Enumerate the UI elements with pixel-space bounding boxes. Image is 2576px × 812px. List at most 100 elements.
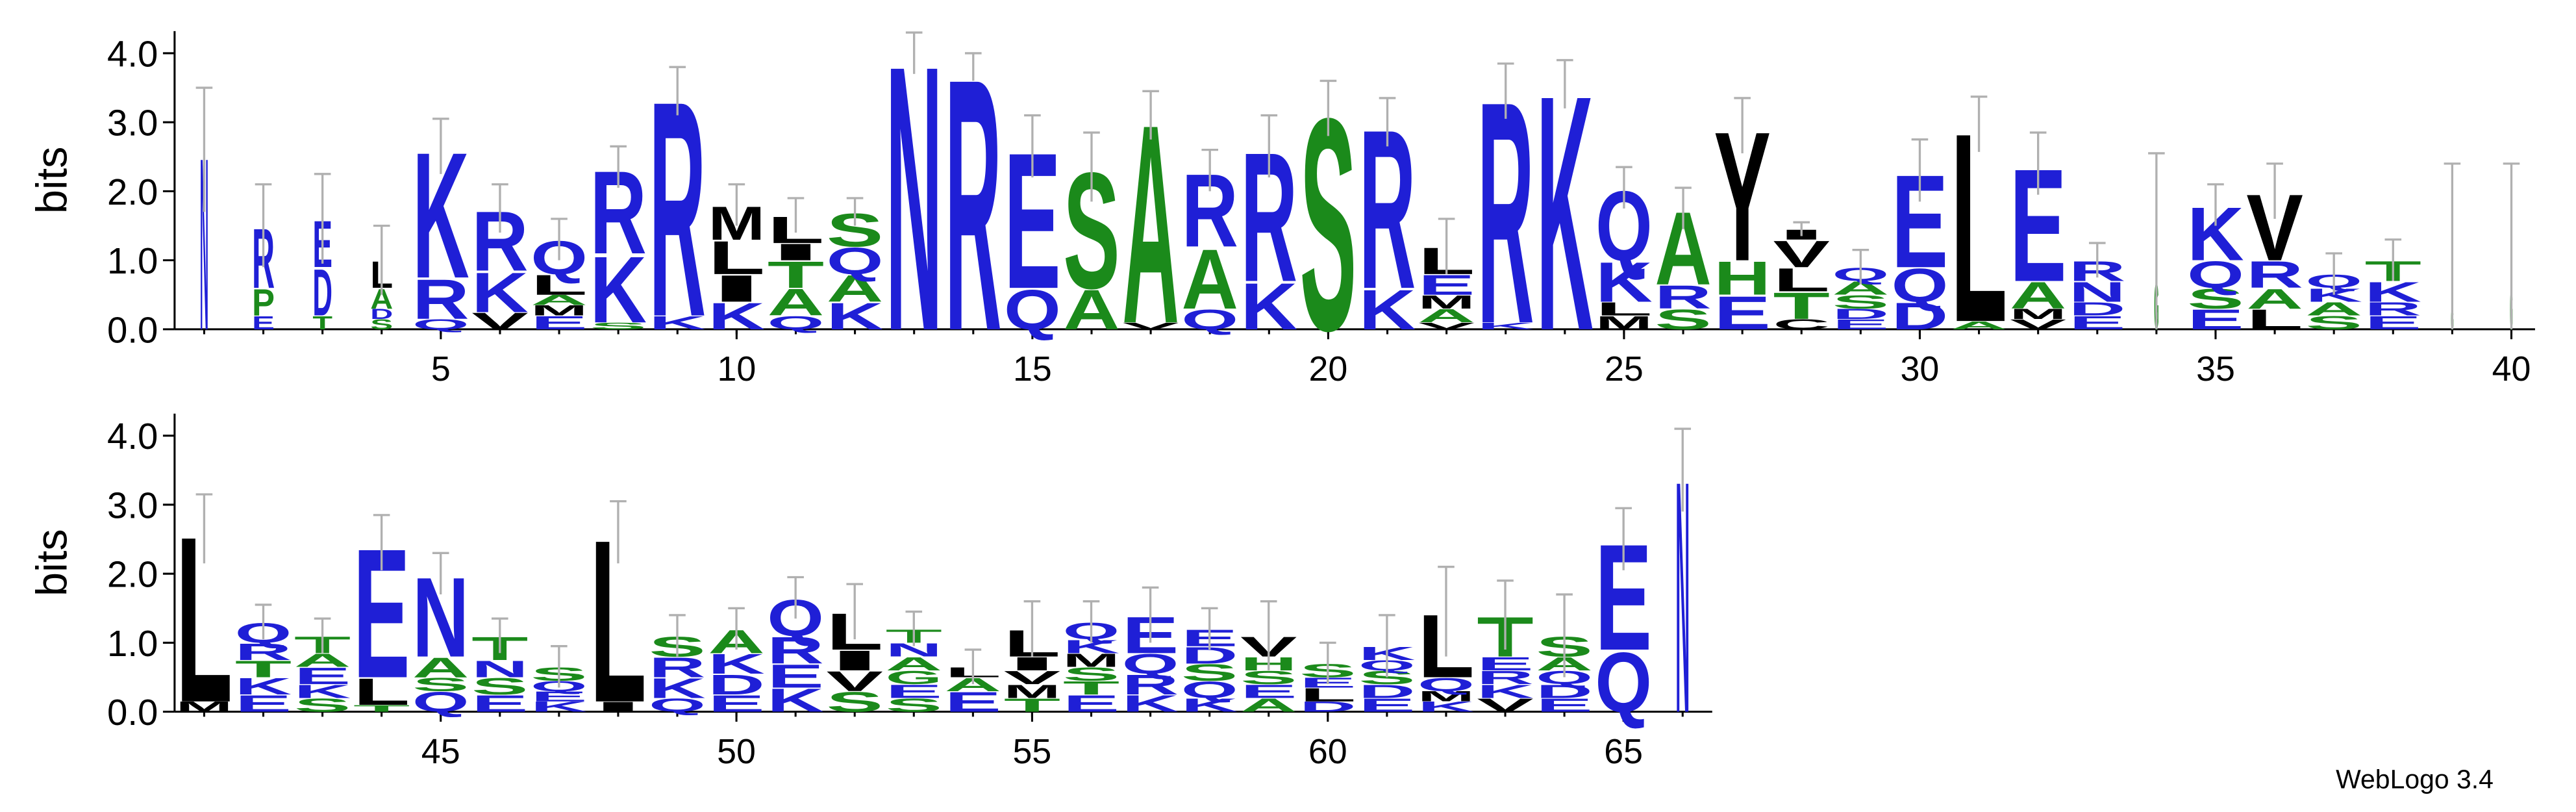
logo-letter: E [531, 312, 587, 333]
logo-letter: K [708, 648, 765, 680]
y-tick-label: 4.0 [107, 416, 158, 457]
logo-letter: S [2305, 312, 2362, 333]
logo-letter: S [412, 674, 469, 695]
logo-letter: K [1181, 694, 1238, 716]
error-bar [491, 617, 508, 653]
error-bar [610, 145, 627, 188]
error-bar [551, 645, 568, 688]
error-bar [1438, 565, 1455, 657]
logo-letter: K [1122, 691, 1179, 717]
logo-letter: Q [2187, 253, 2244, 296]
logo-letter: E [886, 681, 942, 702]
logo-letter: L [531, 270, 587, 301]
logo-letter: Q [827, 240, 883, 283]
error-bar [195, 86, 213, 212]
logo-letter: V [1004, 667, 1063, 689]
logo-letter: E [2069, 312, 2125, 333]
logo-letter: E [1063, 691, 1119, 717]
logo-letter: E [1714, 286, 1770, 339]
error-bar [314, 173, 331, 264]
logo-letter: E [252, 312, 275, 333]
logo-letter: K [649, 672, 706, 704]
logo-letter: V [2010, 317, 2067, 333]
logo-letter: R [1655, 278, 1711, 316]
logo-letter: R [649, 652, 706, 683]
error-bar [1082, 600, 1100, 643]
logo-letter: Q [1181, 677, 1238, 703]
logo-letter: A [412, 652, 469, 683]
logo-letter: D [2069, 298, 2125, 320]
logo-letter: K [649, 312, 707, 333]
x-tick-label: 65 [1604, 732, 1643, 771]
error-bar [1911, 138, 1929, 202]
logo-letter: K [531, 699, 587, 715]
logo-letter: A [768, 281, 824, 324]
x-tick-label: 60 [1308, 732, 1347, 771]
logo-letter: E [708, 691, 764, 717]
logo-letter: R [1122, 669, 1179, 701]
logo-letter: V [1477, 694, 1536, 716]
logo-letter: E [1358, 694, 1415, 716]
logo-letter: T [768, 253, 824, 296]
logo-letter: Q [412, 687, 469, 718]
logo-letter: R [1477, 667, 1534, 689]
logo-letter: S [827, 687, 883, 718]
logo-letter: M [1004, 681, 1060, 702]
logo-letter: E [235, 691, 292, 717]
error-bar [432, 552, 449, 595]
logo-letter: E [471, 691, 528, 717]
x-tick-label: 25 [1605, 349, 1644, 388]
error-bar [1379, 614, 1395, 678]
error-bar [1260, 114, 1278, 178]
error-bar [1142, 90, 1159, 140]
error-bar [2029, 131, 2047, 195]
logo-letter: Q [412, 317, 469, 333]
y-axis-label: bits [28, 147, 76, 214]
logo-letter: V [1773, 233, 1830, 275]
error-bar [1142, 586, 1159, 643]
error-bar [1970, 95, 1988, 152]
logo-letter: R [2365, 298, 2422, 320]
logo-letter: L [708, 231, 765, 284]
logo-letter: A [1181, 232, 1238, 327]
logo-letter: K [767, 681, 823, 719]
logo-letter: V [827, 666, 884, 698]
x-tick-label: 10 [717, 349, 756, 388]
logo-letter: A [1951, 319, 2008, 332]
logo-letter: Q [1892, 259, 1948, 312]
error-bar [1557, 58, 1573, 108]
logo-letter: A [294, 650, 351, 671]
error-bar [1083, 131, 1100, 202]
logo-letter: E [1240, 681, 1297, 702]
logo-letter: A [1063, 278, 1119, 342]
logo-letter: K [235, 674, 292, 700]
x-tick-label: 45 [421, 732, 460, 771]
error-bar [610, 500, 627, 564]
logo-letter: I [590, 699, 646, 715]
error-bar [1852, 249, 1869, 285]
logo-letter: K [1418, 699, 1474, 715]
logo-letter: E [945, 687, 1001, 718]
logo-letter: A [1418, 305, 1475, 327]
x-tick-label: 20 [1309, 349, 1348, 388]
error-bar [1674, 427, 1692, 512]
logo-letter: S [1240, 667, 1297, 689]
error-bar [255, 603, 272, 640]
error-bar [195, 493, 213, 564]
error-bar [373, 224, 390, 295]
logo-letter: Q [649, 694, 705, 716]
logo-letter: A [2246, 283, 2303, 315]
logo-letter: E [1536, 694, 1592, 716]
logo-letter: A [2010, 274, 2066, 317]
logo-letter: K [1477, 681, 1534, 702]
error-bar [1675, 186, 1692, 229]
logo-letter: S [294, 694, 351, 716]
logo-letter: S [370, 317, 393, 333]
error-bar [2503, 162, 2520, 329]
x-tick-label: 40 [2492, 349, 2531, 388]
footer: WebLogo 3.4 [2336, 764, 2494, 794]
y-tick-label: 4.0 [107, 33, 158, 74]
logo-letter: D [1358, 681, 1415, 702]
